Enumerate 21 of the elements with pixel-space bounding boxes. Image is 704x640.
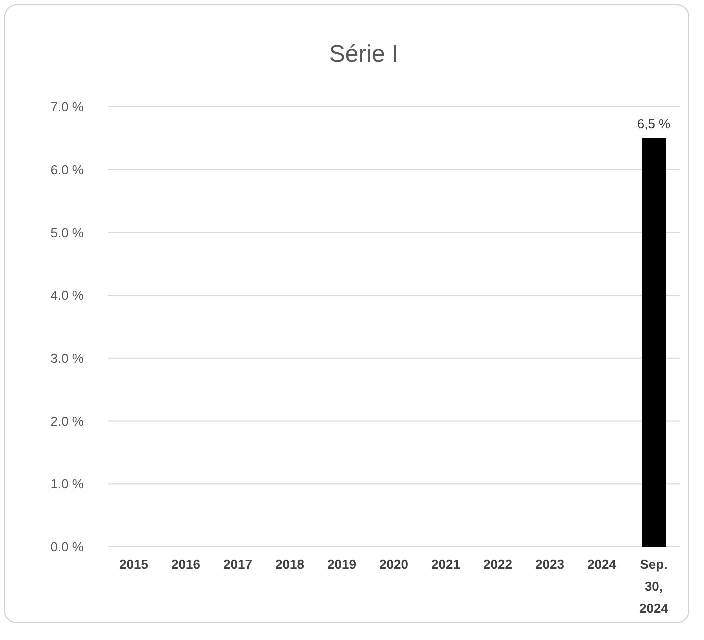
y-tick-label: 6.0 % xyxy=(50,162,84,178)
x-tick-label: 2015 xyxy=(120,557,148,572)
y-tick-label: 4.0 % xyxy=(50,288,84,304)
y-tick-label: 0.0 % xyxy=(50,540,84,555)
x-tick-label: 2020 xyxy=(380,557,408,572)
y-tick-label: 7.0 % xyxy=(50,100,84,115)
y-tick-label: 5.0 % xyxy=(50,225,84,240)
y-tick-label: 2.0 % xyxy=(50,414,84,429)
chart-title: Série I xyxy=(329,41,399,68)
x-tick-label: 2018 xyxy=(276,557,304,572)
x-tick-label: 2016 xyxy=(172,557,200,572)
x-tick-label: 2019 xyxy=(328,557,356,572)
x-tick-label: 2017 xyxy=(224,557,252,572)
x-tick-label: 2024 xyxy=(588,557,618,572)
data-label: 6,5 % xyxy=(637,116,672,132)
x-tick-label: 2023 xyxy=(536,557,564,572)
x-tick-label: 2021 xyxy=(432,557,460,572)
y-tick-label: 1.0 % xyxy=(50,476,84,492)
y-tick-label: 3.0 % xyxy=(50,350,84,366)
x-tick-label: 2022 xyxy=(484,557,512,572)
x-tick-label: Sep. 30, 2024 xyxy=(640,557,670,616)
